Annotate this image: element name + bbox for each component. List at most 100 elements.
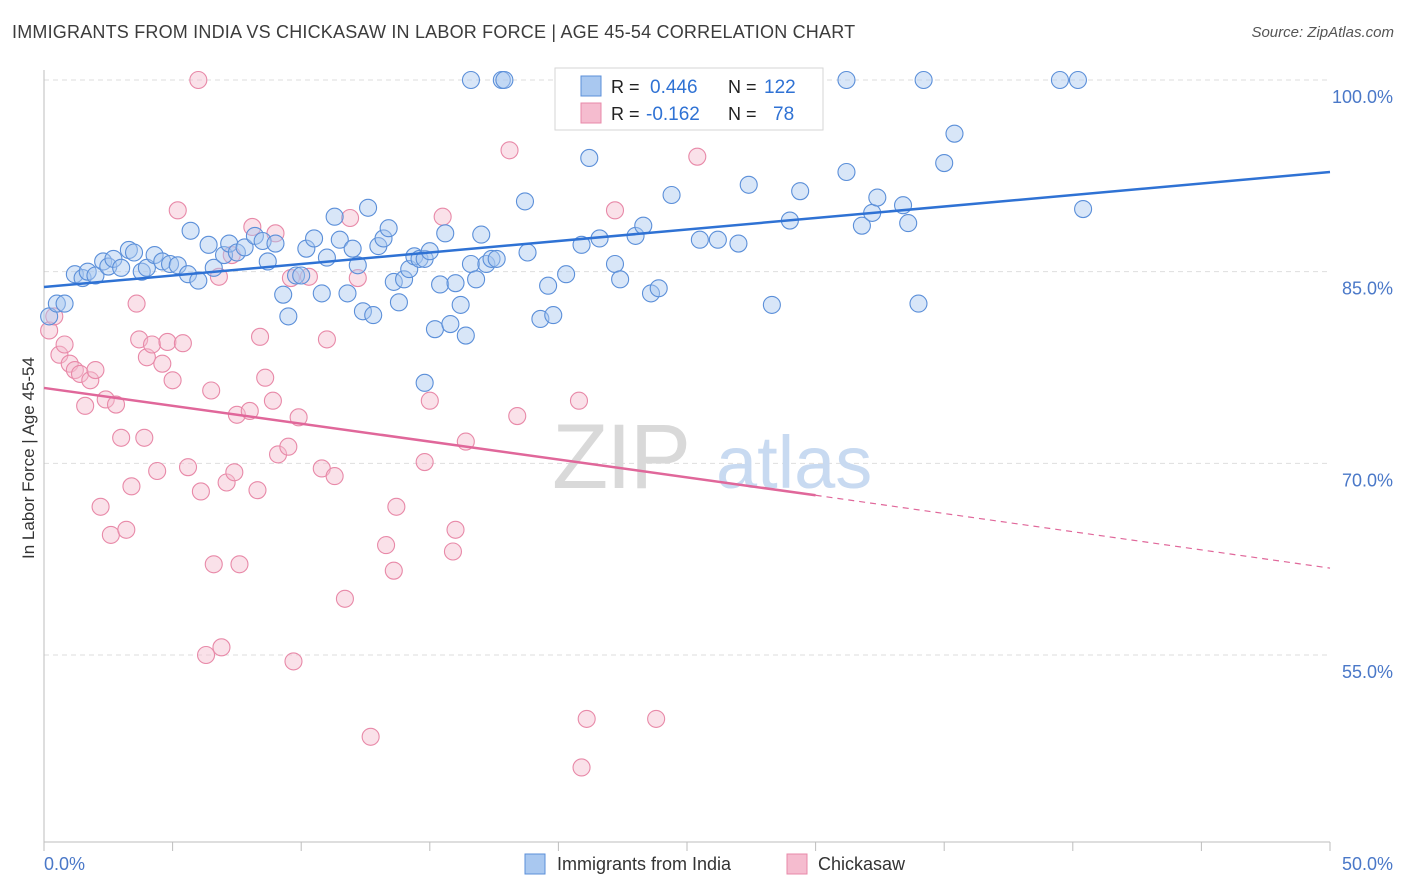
chickasaw-point-35 [217, 473, 236, 492]
chickasaw-point-30 [191, 482, 210, 501]
stats-legend-blue-swatch [580, 75, 602, 97]
chickasaw-point-63 [420, 391, 439, 410]
chickasaw-point-53 [317, 330, 336, 349]
watermark: ZIP atlas [552, 406, 872, 508]
legend-swatch-india [524, 853, 546, 875]
india-point-60 [431, 275, 450, 294]
india-point-45 [353, 302, 372, 321]
chickasaw-point-34 [212, 638, 231, 657]
india-point-34 [287, 266, 306, 285]
stats-r-label-pink: R = [611, 104, 640, 124]
india-point-95 [739, 175, 758, 194]
chickasaw-point-75 [688, 147, 707, 166]
chickasaw-point-48 [279, 437, 298, 456]
chickasaw-point-76 [281, 269, 300, 288]
india-point-90 [649, 279, 668, 298]
chickasaw-point-37 [225, 463, 244, 482]
india-point-70 [482, 249, 501, 268]
tick-labels: 55.0% 70.0% 85.0% 100.0% 0.0% 50.0% [44, 87, 1393, 874]
chickasaw-point-69 [508, 407, 527, 426]
y-axis-label: In Labor Force | Age 45-54 [19, 357, 38, 559]
x-tick-label-1: 50.0% [1342, 854, 1393, 874]
india-point-27 [235, 238, 254, 257]
india-point-72 [461, 70, 481, 90]
y-tick-label-2: 85.0% [1342, 279, 1393, 299]
stats-n-label-blue: N = [728, 77, 757, 97]
stats-n-value-pink: 78 [773, 104, 794, 125]
chickasaw-point-25 [163, 371, 182, 390]
india-point-53 [395, 270, 414, 289]
india-point-47 [364, 306, 383, 325]
india-point-92 [690, 230, 709, 249]
stats-n-label-pink: N = [728, 104, 757, 124]
legend-label-chickasaw: Chickasaw [818, 854, 906, 874]
chickasaw-point-56 [341, 208, 360, 228]
india-point-43 [343, 239, 362, 258]
chickasaw-point-33 [204, 555, 223, 574]
india-point-12 [124, 243, 144, 262]
trend-lines [43, 170, 1331, 569]
india-point-51 [384, 272, 403, 291]
chickasaw-point-2 [50, 345, 69, 364]
india-point-35 [292, 266, 311, 285]
india-point-66 [461, 254, 481, 274]
india-point-100 [852, 216, 871, 235]
chickasaw-point-7 [76, 396, 95, 415]
india-point-83 [580, 148, 599, 167]
legend-swatch-chickasaw [786, 853, 808, 875]
chart-source: Source: ZipAtlas.com [1251, 24, 1394, 41]
chickasaw-point-73 [605, 201, 625, 220]
india-point-77 [415, 373, 434, 392]
india-point-81 [557, 265, 576, 284]
india-point-41 [330, 230, 349, 249]
india-point-88 [634, 216, 653, 235]
chickasaw-point-19 [135, 428, 154, 447]
chickasaw-trend-line [43, 386, 816, 497]
chickasaw-point-9 [86, 361, 105, 380]
chickasaw-point-8 [81, 371, 100, 390]
india-point-69 [477, 254, 496, 274]
chickasaw-point-39 [230, 555, 249, 574]
chickasaw-point-51 [299, 267, 318, 286]
chickasaw-point-61 [387, 497, 406, 516]
chickasaw-point-29 [189, 70, 208, 90]
y-tick-label-1: 70.0% [1342, 470, 1393, 490]
chickasaw-point-0 [40, 321, 59, 340]
india-point-39 [317, 248, 336, 267]
india-point-18 [168, 256, 187, 275]
india-point-63 [446, 274, 465, 293]
india-point-109 [1050, 70, 1069, 90]
chickasaw-point-3 [55, 335, 74, 354]
watermark-atlas: atlas [716, 421, 872, 504]
x-tick-label-0: 0.0% [44, 854, 85, 874]
india-point-65 [456, 326, 475, 345]
india-point-106 [914, 70, 933, 90]
chickasaw-point-62 [415, 453, 434, 472]
stats-legend: R = 0.446 N = 122 R = -0.162 N = 78 [554, 67, 824, 131]
chickasaw-point-10 [91, 497, 110, 516]
series-legend: Immigrants from India Chickasaw [524, 853, 906, 875]
india-point-52 [389, 293, 408, 312]
india-point-20 [181, 221, 200, 240]
chickasaw-point-74 [647, 709, 666, 728]
legend-label-india: Immigrants from India [557, 854, 732, 874]
india-point-49 [374, 229, 393, 248]
chickasaw-point-27 [173, 334, 192, 353]
chickasaw-point-28 [178, 458, 198, 477]
india-point-40 [325, 207, 344, 226]
chickasaw-point-54 [325, 467, 344, 486]
chickasaw-point-16 [122, 477, 141, 496]
india-point-59 [425, 320, 444, 339]
india-points [40, 70, 1093, 392]
chickasaw-point-65 [443, 542, 462, 561]
india-point-85 [605, 254, 625, 274]
chart-title: IMMIGRANTS FROM INDIA VS CHICKASAW IN LA… [12, 22, 856, 42]
chickasaw-point-15 [117, 520, 136, 539]
india-point-104 [899, 214, 918, 233]
chickasaw-point-13 [106, 395, 126, 414]
india-point-42 [338, 284, 357, 303]
india-point-91 [662, 185, 681, 205]
india-point-110 [1074, 200, 1093, 219]
chickasaw-point-22 [148, 461, 167, 481]
